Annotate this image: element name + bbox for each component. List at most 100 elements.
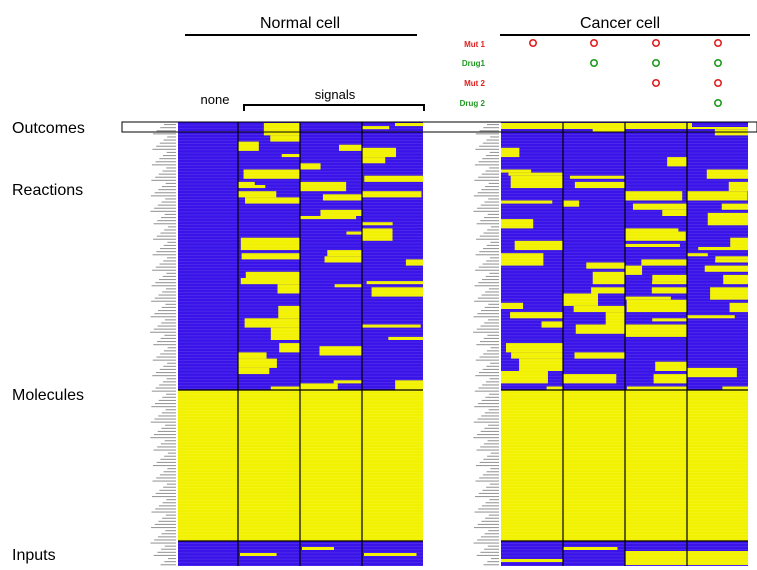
row-label-tick [166,393,176,395]
row-label-tick [473,210,499,212]
heatmap-on-bar [238,367,270,375]
row-label-tick [474,406,499,408]
row-label-tick [477,297,499,299]
row-label-tick [158,310,176,312]
row-label-tick [166,483,176,485]
row-label-tick [482,489,499,491]
heatmap-on-bar [687,191,748,201]
heatmap-on-bar [238,358,277,368]
heatmap-on-bar [281,154,300,158]
row-label-tick [486,155,499,157]
heatmap-on-bar [278,305,300,319]
heatmap-on-bar [501,219,534,229]
row-label-tick [162,517,176,519]
row-label-tick [482,142,499,144]
row-label-tick [157,536,176,538]
row-label-tick [164,561,176,563]
heatmap-on-bar [569,175,625,179]
row-label-tick [155,403,176,405]
heatmap-on-bar [364,175,423,182]
row-label-tick [482,263,499,265]
row-label-tick [474,164,499,166]
row-label-tick [481,505,499,507]
row-label-tick [167,226,176,228]
heatmap-on-bar [514,240,563,251]
row-label-tick [163,244,176,246]
row-label-tick [487,545,499,547]
heatmap-on-bar [652,318,687,322]
row-label-tick [156,251,176,253]
row-label-tick [166,499,176,501]
row-label-tick [162,396,176,398]
row-label-tick [157,446,176,448]
heatmap-on-bar [319,346,362,356]
row-label-tick [481,294,499,296]
heatmap-on-bar [655,361,687,371]
row-label-tick [488,198,499,200]
row-label-tick [163,139,176,141]
row-label-tick [479,130,499,132]
heatmap-on-bar [662,209,687,216]
row-label-tick [477,434,499,436]
heatmap-on-bar [324,256,362,263]
condition-label-mut2: Mut 2 [464,79,485,88]
row-label-tick [490,136,499,138]
heatmap-on-bar [270,135,300,142]
row-label-tick [165,198,176,200]
row-label-tick [475,148,499,150]
row-label-tick [161,306,176,308]
heatmap-on-bar [362,126,390,130]
row-label-tick [491,558,499,560]
row-label-tick [474,511,499,513]
row-label-tick [164,213,176,215]
row-label-tick [484,427,499,429]
row-label-tick [154,539,176,541]
heatmap-on-bar [300,163,321,170]
row-label-tick [486,350,499,352]
row-label-tick [152,254,176,256]
row-label-ticks [150,124,499,566]
row-label-tick [475,496,499,498]
row-label-tick [481,189,499,191]
heatmap-on-bar [238,191,277,198]
heatmap-on-bar [698,247,748,251]
row-label-tick [490,452,499,454]
row-label-tick [474,390,499,392]
row-label-tick [473,437,499,439]
row-label-tick [486,471,499,473]
normal-cell-title: Normal cell [260,15,340,32]
row-label-tick [156,235,176,237]
condition-marker [651,58,660,67]
heatmap-on-bar [511,352,563,359]
heatmap-on-bar [723,274,748,285]
condition-marker [713,79,722,88]
row-label-tick [490,241,499,243]
row-label-tick [484,322,499,324]
row-label-tick [484,548,499,550]
row-label-tick [166,167,176,169]
heatmap-on-bar [715,259,748,263]
row-label-tick [167,468,176,470]
row-label-tick [159,158,176,160]
row-label-tick [160,127,176,129]
row-label-tick [151,164,176,166]
row-label-tick [152,480,176,482]
heatmap-on-bar [501,147,520,158]
heatmap-on-bar [687,315,735,319]
row-label-tick [475,480,499,482]
row-label-tick [160,353,176,355]
condition-marker [713,38,722,47]
row-label-tick [478,161,499,163]
row-label-tick [157,325,176,327]
row-label-tick [484,306,499,308]
row-label-tick [488,288,499,290]
row-label-tick [160,564,176,566]
row-label-tick [481,310,499,312]
row-label-tick [474,285,499,287]
heatmap-on-bar [394,123,423,127]
row-label-tick [480,446,499,448]
condition-marker [589,58,598,67]
row-label-tick [489,378,499,380]
row-label-tick [487,455,499,457]
row-label-tick [479,356,499,358]
